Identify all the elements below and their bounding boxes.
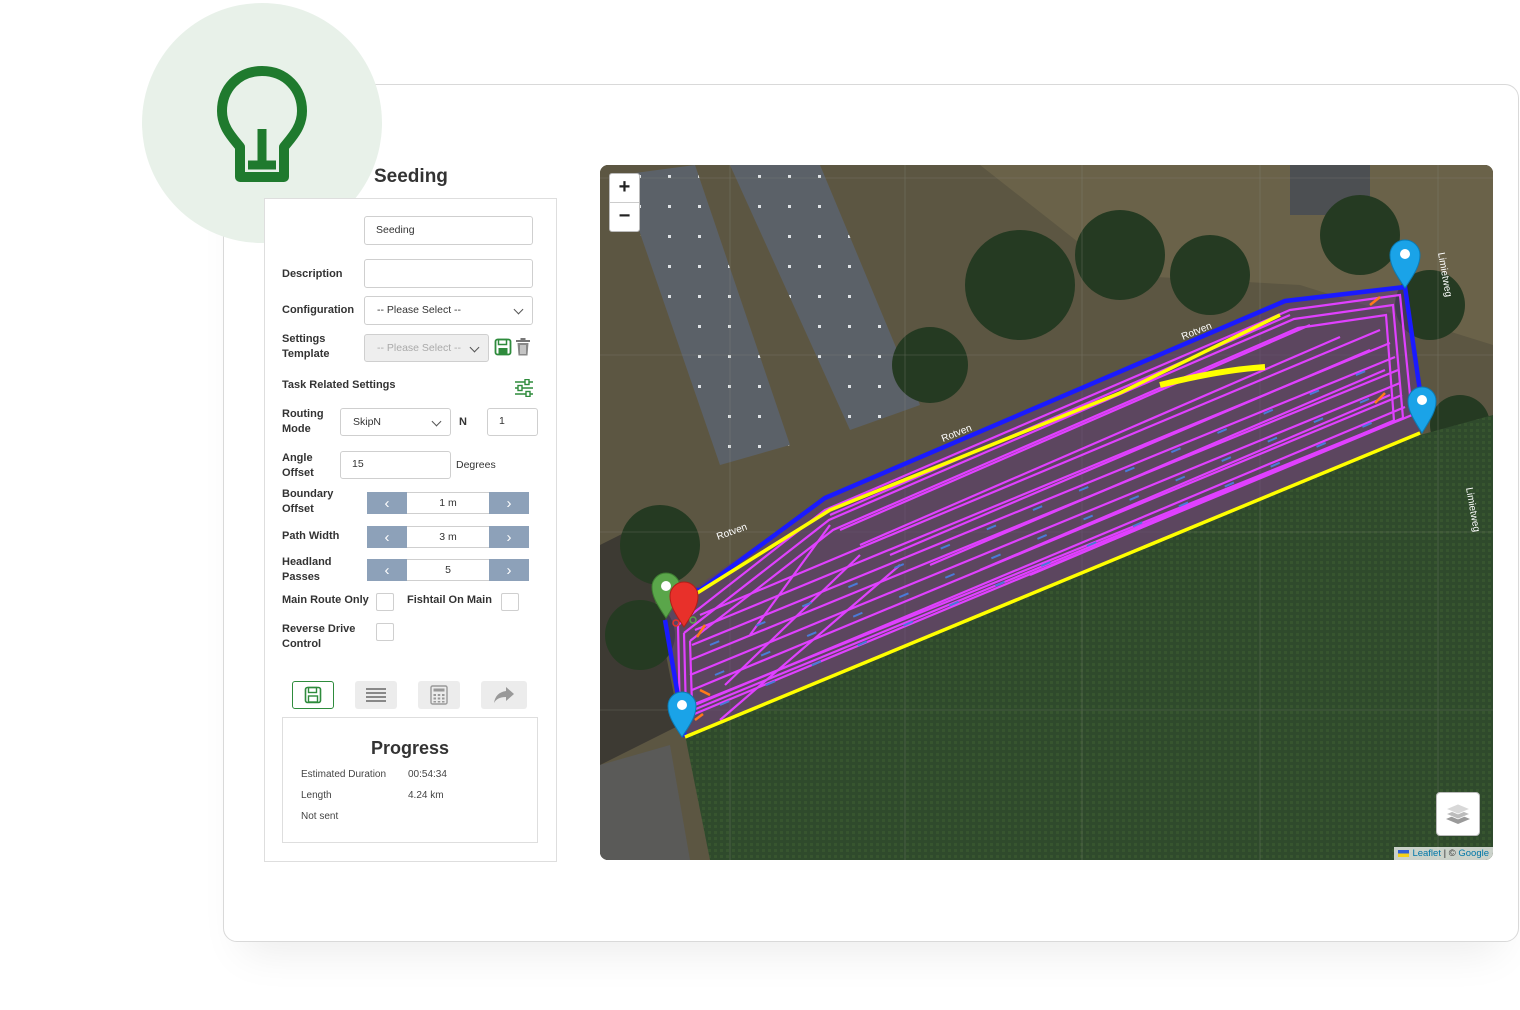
settings-template-select-value: -- Please Select -- xyxy=(377,342,462,354)
share-icon xyxy=(494,687,514,703)
trash-icon[interactable] xyxy=(515,338,531,356)
description-input[interactable] xyxy=(364,259,533,288)
leaflet-link[interactable]: Leaflet xyxy=(1412,848,1441,859)
settings-template-label: Settings Template xyxy=(282,332,329,362)
headland-passes-value[interactable]: 5 xyxy=(407,559,489,581)
save-task-button[interactable] xyxy=(292,681,334,709)
building-roof xyxy=(730,165,920,430)
chevron-right-icon[interactable]: › xyxy=(489,492,529,514)
headland-line xyxy=(684,431,1421,739)
zoom-out-button[interactable]: − xyxy=(618,205,631,227)
map-marker-blue[interactable] xyxy=(667,691,697,738)
chevron-left-icon[interactable]: ‹ xyxy=(367,526,407,548)
reverse-drive-control-checkbox[interactable] xyxy=(376,623,394,641)
description-label: Description xyxy=(282,268,343,280)
reverse-drive-control-label: Reverse Drive Control xyxy=(282,622,355,652)
calculator-icon xyxy=(430,685,448,705)
n-label: N xyxy=(459,416,467,428)
building-roof xyxy=(620,165,790,465)
fishtail-on-main-label: Fishtail On Main xyxy=(407,594,492,606)
chevron-down-icon xyxy=(469,342,480,353)
field-map[interactable]: Rotven Rotven Rotven Limietweg Limietweg xyxy=(600,165,1493,860)
list-button[interactable] xyxy=(355,681,397,709)
crop-field xyxy=(685,415,1493,860)
skip-paths xyxy=(709,364,1391,706)
map-marker-blue[interactable] xyxy=(1407,386,1437,434)
routing-mode-label-line1: Routing xyxy=(282,408,324,420)
name-input[interactable]: Seeding xyxy=(364,216,533,245)
list-icon xyxy=(366,688,386,702)
chevron-left-icon[interactable]: ‹ xyxy=(367,492,407,514)
angle-offset-input[interactable]: 15 xyxy=(340,451,451,479)
map-attribution: Leaflet | © Google xyxy=(1394,847,1493,860)
boundary-offset-label-line2: Offset xyxy=(282,503,314,515)
n-input[interactable]: 1 xyxy=(487,408,538,436)
flag-icon xyxy=(1398,849,1410,857)
estimated-duration-label: Estimated Duration xyxy=(301,769,387,780)
settings-template-label-line1: Settings xyxy=(282,333,326,345)
angle-offset-label-line1: Angle xyxy=(282,452,313,464)
google-link[interactable]: Google xyxy=(1458,848,1489,859)
calculate-button[interactable] xyxy=(418,681,460,709)
progress-card: Progress Estimated Duration 00:54:34 Len… xyxy=(282,717,538,843)
angle-offset-label: Angle Offset xyxy=(282,451,314,481)
angle-offset-label-line2: Offset xyxy=(282,467,314,479)
status-text: Not sent xyxy=(301,811,339,822)
reverse-drive-label-line1: Reverse Drive xyxy=(282,623,356,635)
headland-line xyxy=(677,313,1281,607)
map-marker-red[interactable] xyxy=(669,581,699,628)
zoom-control: + − xyxy=(609,173,640,232)
headland-passes-stepper: ‹ 5 › xyxy=(367,559,529,581)
path-width-label: Path Width xyxy=(282,530,340,542)
attribution-separator: | © xyxy=(1440,848,1459,859)
fishtail-on-main-checkbox[interactable] xyxy=(501,593,519,611)
path-width-stepper: ‹ 3 m › xyxy=(367,526,529,548)
lightbulb-icon xyxy=(217,66,307,182)
chevron-right-icon[interactable]: › xyxy=(489,559,529,581)
configuration-label: Configuration xyxy=(282,304,355,316)
boundary-offset-value[interactable]: 1 m xyxy=(407,492,489,514)
path-width-value[interactable]: 3 m xyxy=(407,526,489,548)
boundary-offset-stepper: ‹ 1 m › xyxy=(367,492,529,514)
headland-passes-label-line2: Passes xyxy=(282,571,320,583)
boundary-offset-label-line1: Boundary xyxy=(282,488,334,500)
progress-title: Progress xyxy=(370,738,450,758)
length-label: Length xyxy=(301,790,332,801)
map-canvas: Rotven Rotven Rotven Limietweg Limietweg xyxy=(600,165,1493,860)
send-button[interactable] xyxy=(481,681,527,709)
length-value: 4.24 km xyxy=(408,790,444,801)
chevron-right-icon[interactable]: › xyxy=(489,526,529,548)
layers-icon xyxy=(1445,803,1471,824)
headland-passes-label-line1: Headland xyxy=(282,556,332,568)
field-area xyxy=(665,287,1422,737)
chevron-down-icon xyxy=(513,304,524,315)
routing-mode-select-value: SkipN xyxy=(353,416,382,428)
map-marker-blue[interactable] xyxy=(1389,239,1421,289)
routing-mode-select[interactable]: SkipN xyxy=(340,408,451,436)
task-related-settings-label: Task Related Settings xyxy=(282,379,396,391)
save-icon xyxy=(304,686,322,704)
sliders-icon[interactable] xyxy=(514,379,534,397)
routing-mode-label-line2: Mode xyxy=(282,423,311,435)
chevron-down-icon xyxy=(431,416,442,427)
save-icon[interactable] xyxy=(494,338,512,356)
settings-template-label-line2: Template xyxy=(282,348,330,360)
turn-markers xyxy=(694,296,1386,721)
settings-template-select[interactable]: -- Please Select -- xyxy=(364,334,489,362)
angle-unit-label: Degrees xyxy=(456,459,496,471)
reverse-drive-label-line2: Control xyxy=(282,638,322,650)
headland-passes-label: Headland Passes xyxy=(282,555,332,585)
configuration-select-value: -- Please Select -- xyxy=(377,304,462,316)
main-route-only-checkbox[interactable] xyxy=(376,593,394,611)
layers-button[interactable] xyxy=(1436,792,1480,836)
page-title: Seeding xyxy=(374,166,448,187)
chevron-left-icon[interactable]: ‹ xyxy=(367,559,407,581)
routing-mode-label: Routing Mode xyxy=(282,407,324,437)
zoom-in-button[interactable]: + xyxy=(610,174,639,203)
main-route-only-label: Main Route Only xyxy=(282,594,369,606)
configuration-select[interactable]: -- Please Select -- xyxy=(364,296,533,325)
estimated-duration-value: 00:54:34 xyxy=(408,769,447,780)
boundary-offset-label: Boundary Offset xyxy=(282,487,333,517)
